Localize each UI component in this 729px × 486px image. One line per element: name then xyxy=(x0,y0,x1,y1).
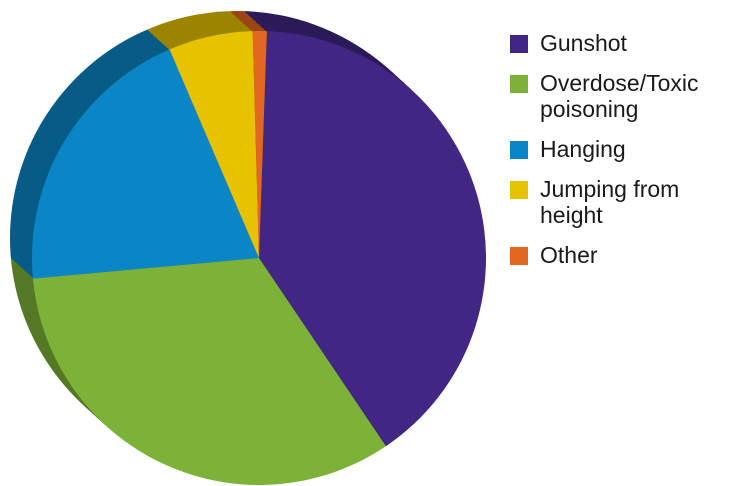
legend-item-jumping: Jumping from height xyxy=(510,176,725,228)
legend-label-jumping: Jumping from height xyxy=(540,176,680,228)
legend-swatch-gunshot xyxy=(510,35,528,53)
pie-slice-gunshot xyxy=(259,31,486,447)
legend-item-other: Other xyxy=(510,242,725,268)
legend-label-gunshot: Gunshot xyxy=(540,30,627,56)
legend-swatch-hanging xyxy=(510,141,528,159)
legend-label-overdose: Overdose/Toxic poisoning xyxy=(540,70,699,122)
legend-label-other: Other xyxy=(540,242,598,268)
pie-slice-other xyxy=(252,31,267,258)
legend-item-overdose: Overdose/Toxic poisoning xyxy=(510,70,725,122)
legend-swatch-other xyxy=(510,247,528,265)
legend-swatch-jumping xyxy=(510,181,528,199)
legend-item-gunshot: Gunshot xyxy=(510,30,725,56)
legend: Gunshot Overdose/Toxic poisoning Hanging… xyxy=(510,30,725,282)
legend-swatch-overdose xyxy=(510,75,528,93)
legend-label-hanging: Hanging xyxy=(540,136,626,162)
pie-slice-jumping-from-height xyxy=(169,31,259,259)
pie-slice-hanging xyxy=(31,49,260,279)
pie-slice-overdose-toxic-poisoning xyxy=(32,258,386,486)
legend-item-hanging: Hanging xyxy=(510,136,725,162)
